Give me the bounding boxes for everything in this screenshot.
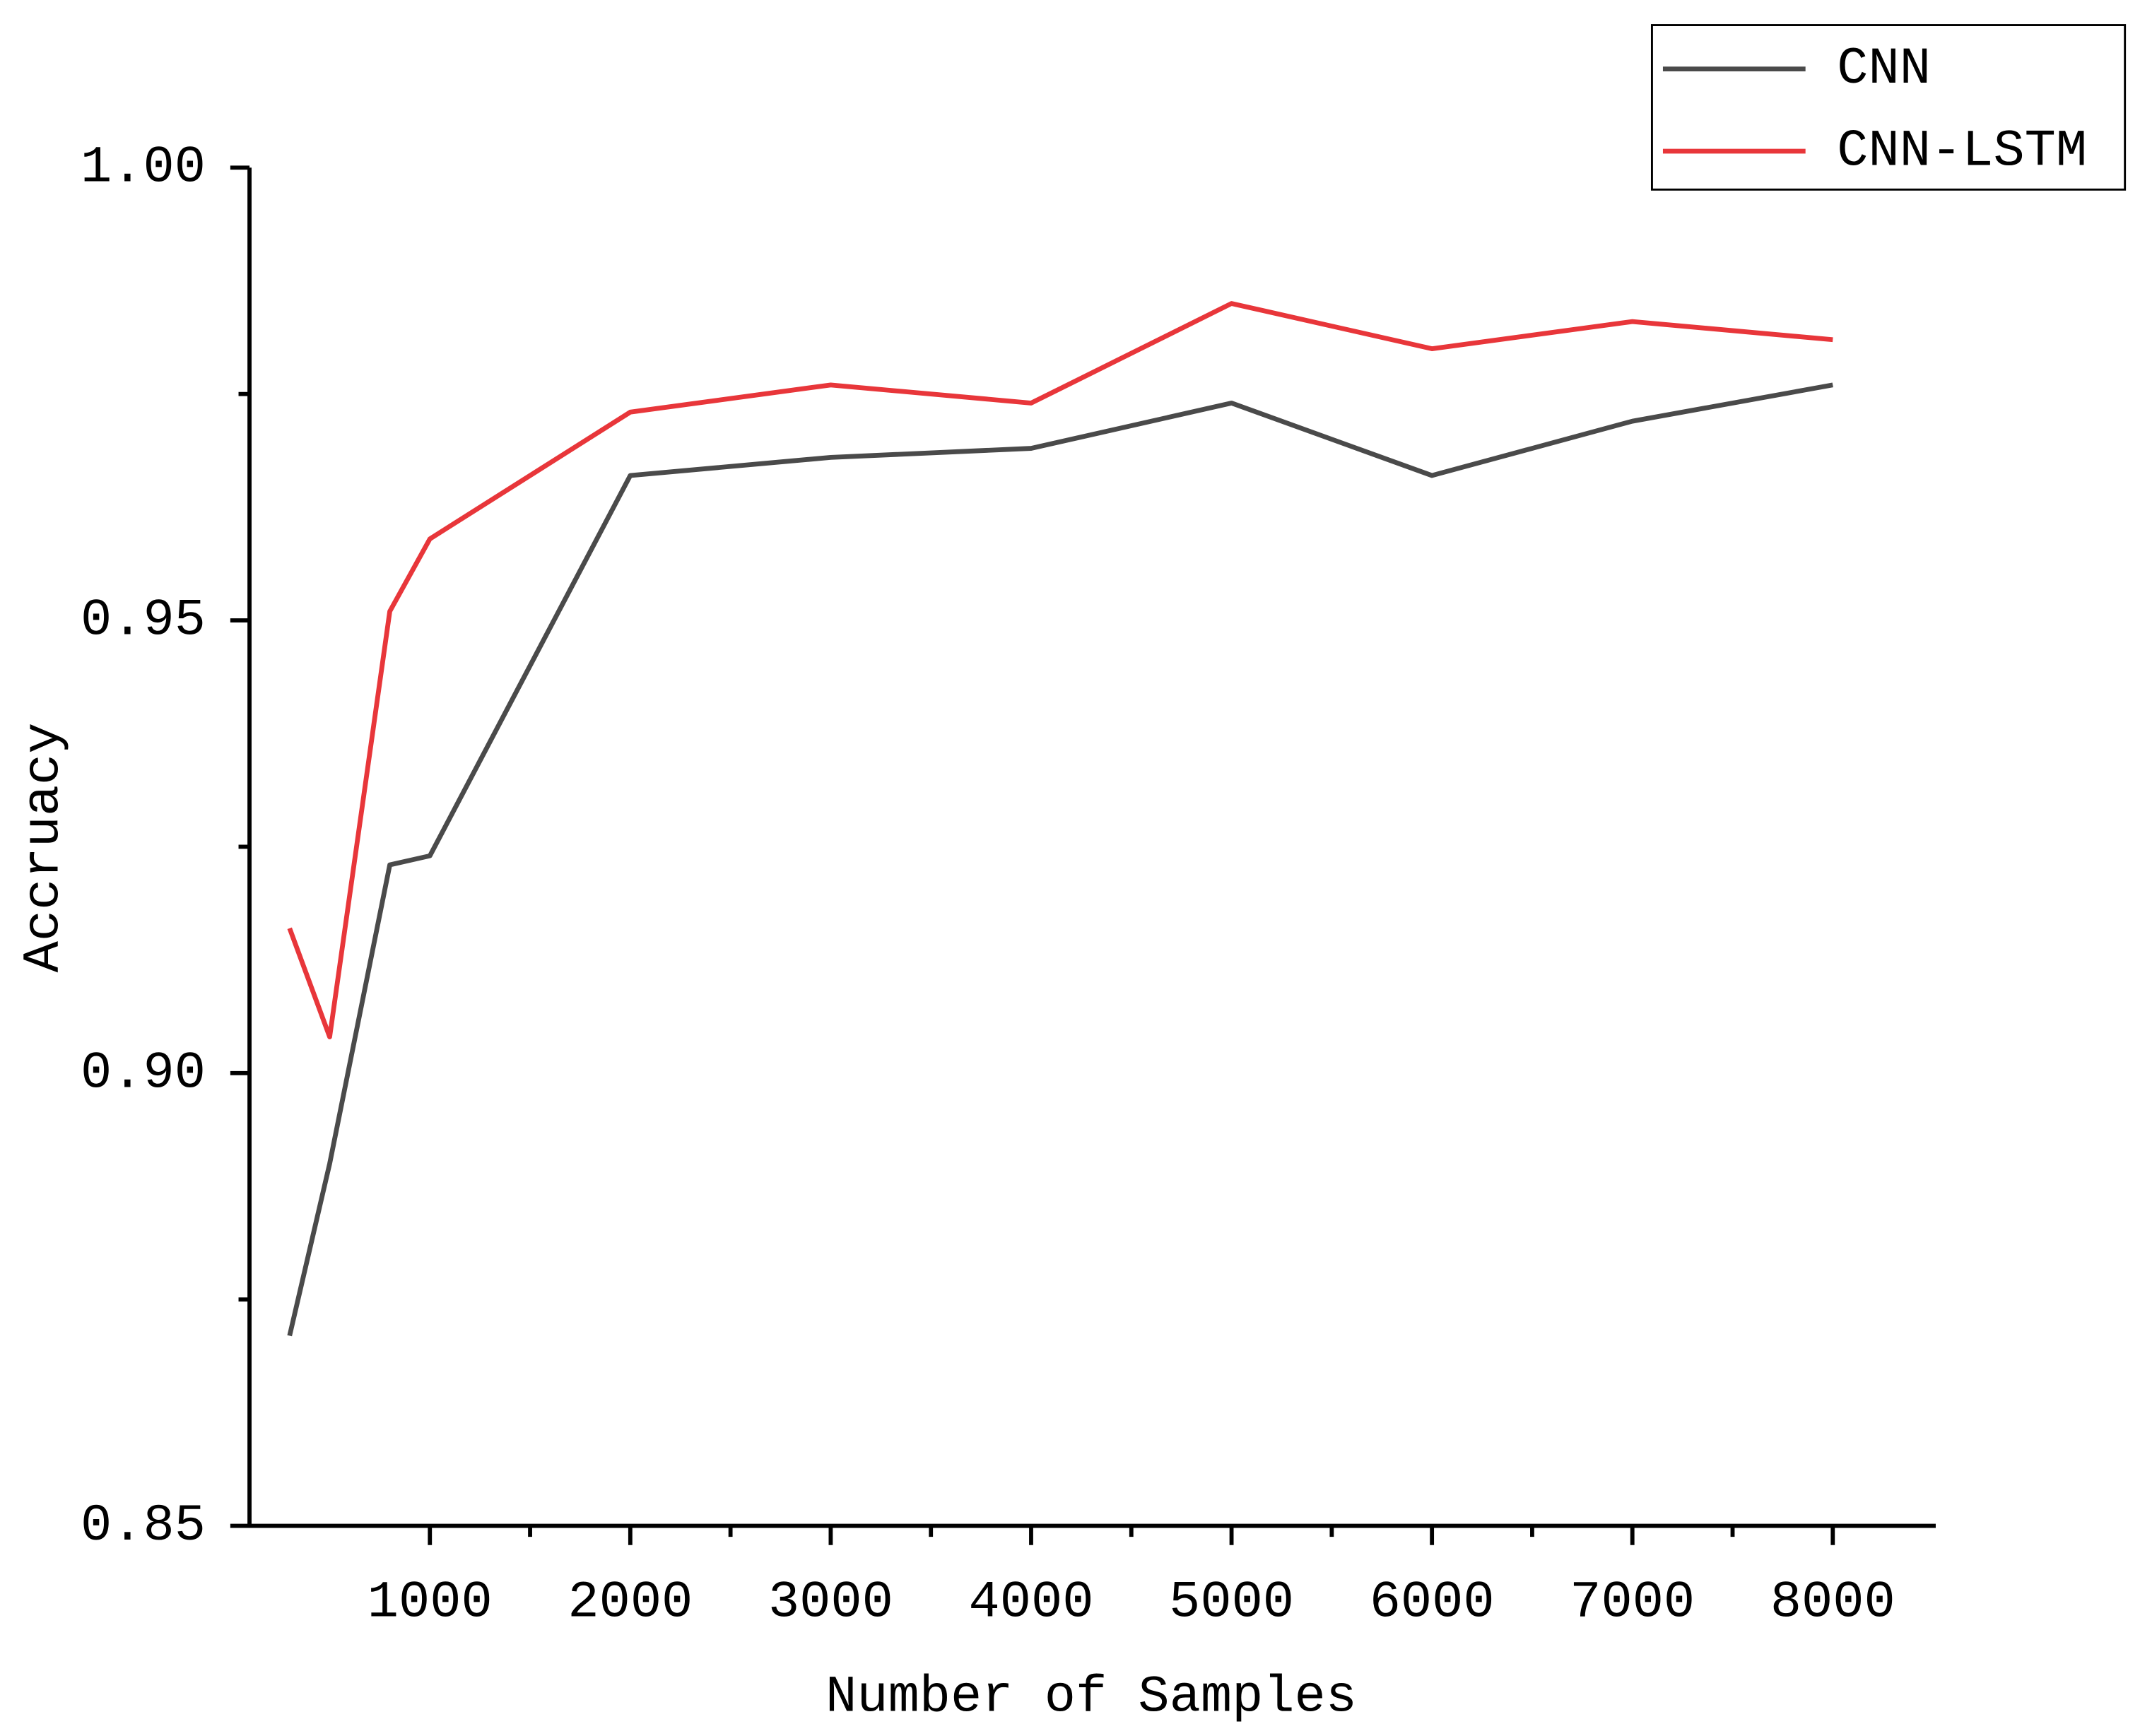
x-tick-label: 7000 bbox=[1570, 1574, 1695, 1633]
x-tick-label: 1000 bbox=[368, 1574, 493, 1633]
legend-label: CNN bbox=[1837, 40, 1931, 99]
x-axis-label: Number of Samples bbox=[825, 1669, 1357, 1728]
y-tick-label: 0.90 bbox=[81, 1044, 206, 1103]
x-tick-label: 8000 bbox=[1770, 1574, 1895, 1633]
x-tick-label: 4000 bbox=[969, 1574, 1094, 1633]
x-tick-label: 2000 bbox=[568, 1574, 693, 1633]
y-tick-label: 0.85 bbox=[81, 1497, 206, 1556]
x-tick-label: 6000 bbox=[1370, 1574, 1495, 1633]
legend-box bbox=[1650, 24, 2127, 191]
x-tick-label: 5000 bbox=[1169, 1574, 1294, 1633]
y-axis-label: Accruacy bbox=[16, 722, 74, 972]
line-series bbox=[287, 301, 1833, 1039]
legend-label: CNN-LSTM bbox=[1837, 122, 2087, 181]
x-tick-label: 3000 bbox=[768, 1574, 893, 1633]
y-tick-label: 1.00 bbox=[81, 139, 206, 198]
y-tick-label: 0.95 bbox=[81, 592, 206, 651]
line-series bbox=[287, 382, 1833, 1337]
